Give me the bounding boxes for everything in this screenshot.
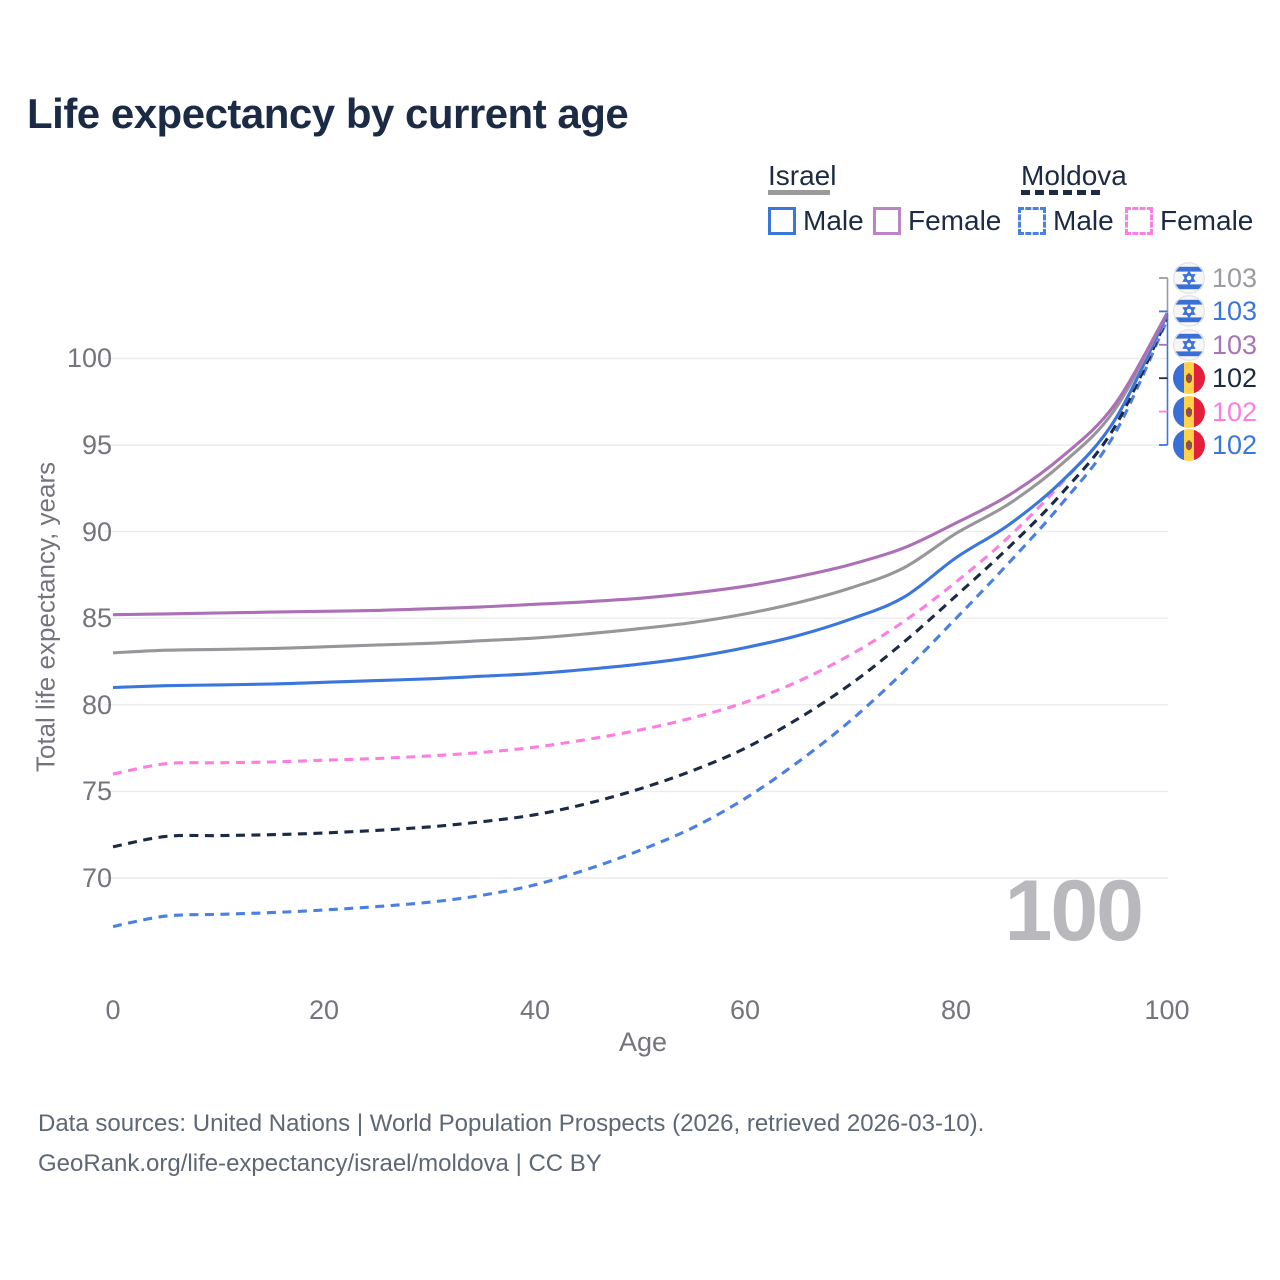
x-axis-title: Age bbox=[618, 1027, 668, 1057]
y-tick-label: 95 bbox=[81, 430, 112, 460]
x-tick-label: 100 bbox=[1144, 995, 1190, 1025]
legend-moldova-underline bbox=[1021, 190, 1101, 195]
y-tick-label: 100 bbox=[66, 343, 112, 373]
y-tick-label: 80 bbox=[81, 690, 112, 720]
age-watermark: 100 bbox=[1004, 863, 1145, 959]
legend-group-moldova-title: Moldova bbox=[1021, 160, 1127, 191]
series-end-value: 102 bbox=[1212, 363, 1258, 393]
x-tick-label: 0 bbox=[105, 995, 121, 1025]
attribution-link-text[interactable]: GeoRank.org/life-expectancy/israel/moldo… bbox=[38, 1150, 602, 1177]
legend-item-israel-female[interactable]: Female bbox=[873, 205, 1001, 237]
series-end-value: 103 bbox=[1212, 263, 1258, 293]
page-title: Life expectancy by current age bbox=[27, 90, 629, 137]
moldova-flag-icon bbox=[1173, 396, 1205, 428]
israel-flag-icon bbox=[1173, 262, 1205, 294]
y-tick-label: 90 bbox=[81, 517, 112, 547]
data-sources-text: Data sources: United Nations | World Pop… bbox=[38, 1110, 985, 1137]
y-tick-label: 85 bbox=[81, 603, 112, 633]
moldova-female-swatch-icon bbox=[1125, 207, 1153, 235]
y-tick-label: 70 bbox=[81, 863, 112, 893]
series-end-value: 103 bbox=[1212, 330, 1258, 360]
series-end-value: 102 bbox=[1212, 397, 1258, 427]
x-tick-label: 60 bbox=[729, 995, 761, 1025]
israel-flag-icon bbox=[1173, 329, 1205, 361]
moldova-flag-icon bbox=[1173, 429, 1205, 461]
moldova-male-swatch-icon bbox=[1018, 207, 1046, 235]
legend-israel-underline bbox=[768, 190, 830, 195]
israel-flag-icon bbox=[1173, 295, 1205, 327]
moldova-flag-icon bbox=[1173, 362, 1205, 394]
legend-item-israel-male[interactable]: Male bbox=[768, 205, 864, 237]
x-tick-label: 20 bbox=[308, 995, 340, 1025]
legend-item-moldova-female[interactable]: Female bbox=[1125, 205, 1253, 237]
legend-item-moldova-male[interactable]: Male bbox=[1018, 205, 1114, 237]
series-end-value: 102 bbox=[1212, 430, 1258, 460]
x-tick-label: 80 bbox=[940, 995, 972, 1025]
israel-male-swatch-icon bbox=[768, 207, 796, 235]
legend-group-israel-title: Israel bbox=[768, 160, 837, 191]
series-end-value: 103 bbox=[1212, 296, 1258, 326]
x-tick-label: 40 bbox=[519, 995, 551, 1025]
y-tick-label: 75 bbox=[81, 776, 112, 806]
israel-female-swatch-icon bbox=[873, 207, 901, 235]
